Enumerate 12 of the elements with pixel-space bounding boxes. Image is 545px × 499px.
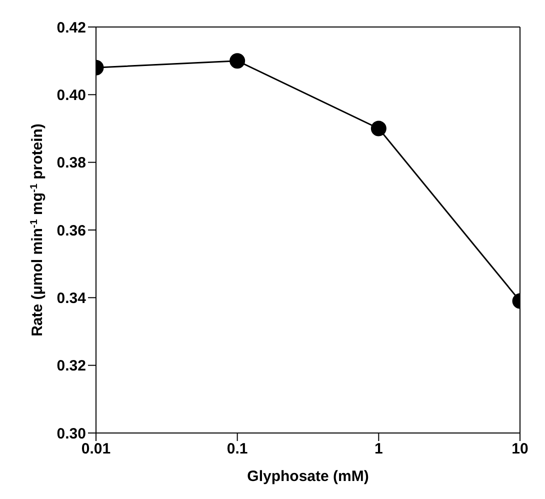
y-tick-label: 0.34	[56, 290, 87, 307]
x-tick-label: 10	[512, 440, 528, 458]
y-tick-label: 0.30	[56, 425, 86, 442]
y-tick-label: 0.36	[56, 222, 86, 240]
x-tick-label: 0.1	[226, 440, 248, 458]
x-axis-title: Glyphosate (mM)	[247, 468, 369, 485]
x-tick-label: 0.01	[81, 440, 111, 458]
y-tick-label: 0.42	[56, 19, 86, 36]
y-tick-label: 0.32	[56, 358, 86, 375]
x-tick-label: 1	[374, 440, 383, 458]
y-tick-label: 0.38	[56, 154, 86, 172]
y-tick-label: 0.40	[56, 86, 86, 104]
